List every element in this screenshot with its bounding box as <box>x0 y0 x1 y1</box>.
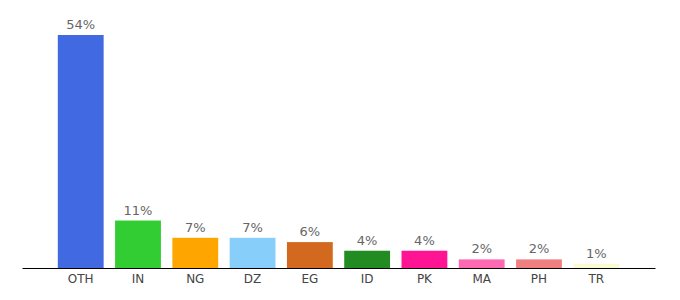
bar <box>230 238 276 268</box>
bar <box>58 35 104 268</box>
data-label: 2% <box>529 241 550 256</box>
data-label: 11% <box>124 203 153 218</box>
x-tick: PK <box>417 268 433 286</box>
data-labels: 54% 11% 7% 7% 6% 4% 4% 2% 2% 1% <box>66 17 606 261</box>
x-tick-label: MA <box>472 272 491 286</box>
x-tick-label: PK <box>417 272 433 286</box>
x-axis: OTH IN NG DZ EG ID PK MA PH TR <box>23 268 656 286</box>
bar <box>402 251 448 268</box>
data-label: 6% <box>300 224 321 239</box>
x-tick: TR <box>587 268 604 286</box>
x-tick: EG <box>301 268 318 286</box>
data-label: 1% <box>586 246 607 261</box>
data-label: 4% <box>357 233 378 248</box>
bar <box>115 221 161 268</box>
bar <box>172 238 218 268</box>
x-tick: PH <box>531 268 547 286</box>
x-tick-label: OTH <box>68 272 94 286</box>
x-tick-label: TR <box>587 272 604 286</box>
x-axis-line <box>23 268 656 269</box>
data-label: 54% <box>66 17 95 32</box>
x-tick: IN <box>132 268 145 286</box>
bar <box>573 264 619 268</box>
bar <box>287 242 333 268</box>
data-label: 4% <box>414 233 435 248</box>
x-tick-label: DZ <box>244 272 261 286</box>
x-tick: MA <box>472 268 491 286</box>
bar <box>459 259 505 268</box>
bar <box>516 259 562 268</box>
data-label: 7% <box>185 220 206 235</box>
bars <box>58 35 619 268</box>
x-tick-label: PH <box>531 272 547 286</box>
x-tick-label: ID <box>361 272 374 286</box>
x-tick: NG <box>186 268 204 286</box>
x-tick: OTH <box>68 268 94 286</box>
chart: 54% 11% 7% 7% 6% 4% 4% 2% 2% 1% OTH IN NG DZ EG ID PK MA P… <box>0 0 680 300</box>
x-tick-label: NG <box>186 272 204 286</box>
x-tick: ID <box>361 268 374 286</box>
x-tick-label: EG <box>301 272 318 286</box>
data-label: 2% <box>471 241 492 256</box>
x-tick-label: IN <box>132 272 145 286</box>
bar <box>344 251 390 268</box>
data-label: 7% <box>242 220 263 235</box>
x-tick: DZ <box>244 268 261 286</box>
